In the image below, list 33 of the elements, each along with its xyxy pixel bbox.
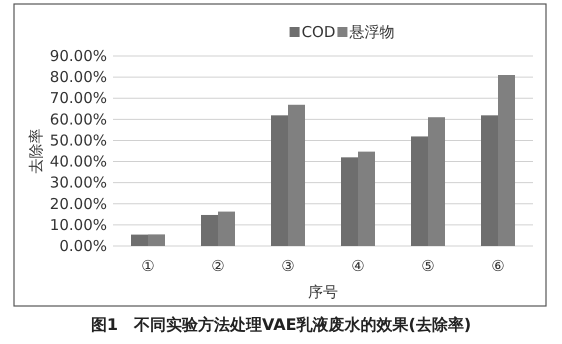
x-tick-label: ⑤ <box>421 257 435 275</box>
x-axis-title: 序号 <box>308 283 338 301</box>
bar <box>131 234 148 246</box>
x-tick-label: ③ <box>281 257 295 275</box>
bar <box>201 214 218 246</box>
y-tick-label: 30.00% <box>50 174 107 192</box>
bar <box>218 212 235 246</box>
bar <box>498 75 515 246</box>
y-tick-label: 50.00% <box>50 131 107 150</box>
y-tick-label: 20.00% <box>50 194 107 213</box>
y-axis-title: 去除率 <box>27 128 45 174</box>
y-tick-label: 40.00% <box>50 152 107 171</box>
text: 图1 不同实验方法处理VAE乳液废水的效果(去除率) <box>90 315 472 334</box>
y-tick-label: 10.00% <box>50 216 107 234</box>
bar <box>271 115 288 246</box>
y-tick-label: 70.00% <box>50 89 107 108</box>
y-tick-label: 90.00% <box>50 47 107 65</box>
bar <box>481 115 498 246</box>
x-tick-label: ⑥ <box>491 257 505 275</box>
legend-label: COD <box>302 23 336 41</box>
bar <box>148 234 165 246</box>
bar <box>288 104 305 246</box>
x-tick-label: ① <box>141 257 155 275</box>
bar <box>428 117 445 246</box>
bar <box>411 136 428 246</box>
bar <box>358 152 375 246</box>
x-tick-label: ④ <box>351 257 365 275</box>
y-tick-label: 60.00% <box>50 110 107 128</box>
y-tick-label: 80.00% <box>50 68 107 86</box>
bar <box>341 157 358 246</box>
y-tick-label: 0.00% <box>59 237 107 255</box>
legend-label: 悬浮物 <box>348 23 394 41</box>
x-tick-label: ② <box>211 257 225 275</box>
